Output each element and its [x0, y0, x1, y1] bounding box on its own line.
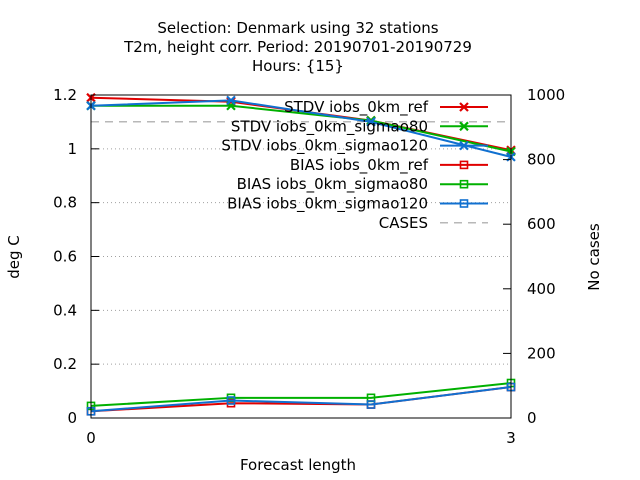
- y-tick-label: 1.2: [53, 86, 77, 104]
- series-line: [91, 104, 512, 153]
- chart-title: Selection: Denmark using 32 stations T2m…: [123, 19, 472, 75]
- legend-label: BIAS iobs_0km_sigmao120: [227, 195, 428, 214]
- x-tick-label: 0: [86, 429, 96, 447]
- y-tick-label: 0: [67, 409, 77, 427]
- y-tick-label: 1: [67, 140, 77, 158]
- legend-entry: CASES: [379, 214, 488, 232]
- title-line-2: T2m, height corr. Period: 20190701-20190…: [123, 38, 472, 56]
- series-line: [90, 382, 512, 407]
- legend-entry: BIAS iobs_0km_sigmao80: [237, 175, 488, 194]
- legend-label: STDV iobs_0km_sigmao80: [231, 117, 428, 136]
- data-point: [459, 102, 469, 112]
- legend-entry: STDV iobs_0km_sigmao120: [221, 137, 488, 156]
- y2-tick-label: 200: [527, 344, 556, 362]
- legend-label: STDV iobs_0km_ref: [284, 98, 429, 117]
- series-bias-iobs-0km-sigmao120: [86, 382, 516, 416]
- data-point: [459, 140, 469, 151]
- y2-tick-label: 1000: [527, 86, 565, 104]
- y-axis-label: deg C: [5, 235, 23, 279]
- x-tick-label: 3: [506, 429, 516, 447]
- data-point: [226, 396, 236, 405]
- legend-entry: BIAS iobs_0km_ref: [290, 156, 488, 175]
- y-tick-label: 0.6: [53, 248, 77, 266]
- data-point: [226, 95, 236, 106]
- series-stdv-iobs-0km-sigmao120: [86, 95, 516, 162]
- legend-label: BIAS iobs_0km_ref: [290, 156, 429, 175]
- title-line-3: Hours: {15}: [252, 57, 344, 75]
- series-line: [90, 386, 512, 413]
- legend-label: BIAS iobs_0km_sigmao80: [237, 175, 428, 194]
- data-point: [459, 160, 469, 170]
- legend-label: CASES: [379, 214, 428, 232]
- y2-tick-label: 800: [527, 151, 556, 169]
- y-tick-label: 0.4: [53, 301, 77, 319]
- y2-tick-label: 400: [527, 280, 556, 298]
- series-line: [90, 99, 512, 158]
- legend-entry: STDV iobs_0km_sigmao80: [231, 117, 488, 136]
- data-point: [459, 199, 469, 208]
- data-point: [459, 121, 469, 132]
- legend-entry: STDV iobs_0km_ref: [284, 98, 488, 117]
- title-line-1: Selection: Denmark using 32 stations: [157, 19, 438, 37]
- series-line: [90, 386, 512, 413]
- series-bias-iobs-0km-ref: [86, 382, 516, 416]
- y2-tick-label: 0: [527, 409, 537, 427]
- data-point: [366, 400, 376, 409]
- y-tick-label: 0.8: [53, 194, 77, 212]
- y2-tick-label: 600: [527, 215, 556, 233]
- legend-entry: BIAS iobs_0km_sigmao120: [227, 195, 488, 214]
- x-axis-label: Forecast length: [240, 456, 356, 474]
- y-tick-label: 0.2: [53, 355, 77, 373]
- legend-label: STDV iobs_0km_sigmao120: [221, 137, 428, 156]
- data-point: [459, 179, 469, 189]
- y2-axis-label: No cases: [585, 223, 603, 291]
- data-point: [366, 117, 376, 127]
